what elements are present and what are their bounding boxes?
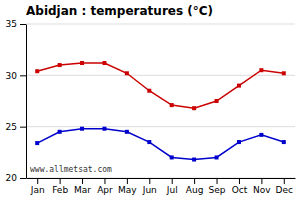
line <box>37 129 284 160</box>
marker <box>215 155 219 159</box>
tick-label: 35 <box>6 19 17 29</box>
y-axis: 20 25 30 35 <box>6 19 27 183</box>
marker <box>80 127 84 131</box>
annotation: www.allmetsat.com <box>30 165 112 174</box>
marker <box>259 133 263 137</box>
series <box>35 61 286 110</box>
tick-mark <box>82 178 83 184</box>
grid-line <box>26 178 295 179</box>
marker <box>192 158 196 162</box>
tick: Oct <box>232 178 248 195</box>
tick: Jun <box>142 178 157 195</box>
tick-mark <box>104 178 105 184</box>
marker <box>259 68 263 72</box>
tick-label: Nov <box>253 185 271 195</box>
annotation-background <box>29 164 113 175</box>
marker <box>58 130 62 134</box>
marker <box>147 89 151 93</box>
marker <box>102 61 106 65</box>
tick: Aug <box>186 178 204 195</box>
tick: 25 <box>6 122 26 132</box>
tick-mark <box>20 127 26 128</box>
tick-mark <box>149 178 150 184</box>
tick: Jan <box>30 178 45 195</box>
tick-mark <box>20 178 26 179</box>
tick-label: Sep <box>209 185 226 195</box>
marker <box>192 106 196 110</box>
tick: May <box>118 178 137 195</box>
tick-mark <box>172 178 173 184</box>
marker <box>170 103 174 107</box>
tick-mark <box>60 178 61 184</box>
marker <box>237 84 241 88</box>
tick-label: Jan <box>30 185 45 195</box>
marker <box>80 61 84 65</box>
series <box>35 127 286 162</box>
tick-label: Feb <box>52 185 68 195</box>
marker <box>170 155 174 159</box>
axis-line <box>26 25 27 179</box>
marker <box>35 69 39 73</box>
marker <box>215 99 219 103</box>
tick-label: Aug <box>186 185 204 195</box>
tick-mark <box>284 178 285 184</box>
marks <box>35 61 286 162</box>
tick: Sep <box>209 178 226 195</box>
tick: Mar <box>74 178 91 195</box>
axis-line <box>27 178 296 179</box>
plot: Jan Feb Mar Apr May Jun Jul Aug Sep Oct Nov Dec 20 25… <box>6 19 296 195</box>
tick: Nov <box>253 178 271 195</box>
tick-label: Dec <box>276 185 293 195</box>
annotation-group: www.allmetsat.com <box>29 164 113 175</box>
marker <box>125 130 129 134</box>
tick-label: Mar <box>74 185 91 195</box>
marker <box>282 140 286 144</box>
tick-mark <box>20 24 26 25</box>
marker <box>147 140 151 144</box>
tick-mark <box>239 178 240 184</box>
tick-label: 25 <box>6 122 17 132</box>
tick: 20 <box>6 173 26 183</box>
marker <box>58 63 62 67</box>
tick-label: May <box>118 185 137 195</box>
tick-mark <box>194 178 195 184</box>
x-axis: Jan Feb Mar Apr May Jun Jul Aug Sep Oct Nov Dec <box>27 178 296 195</box>
line <box>37 63 284 108</box>
title: Abidjan : temperatures (°C) <box>26 4 213 18</box>
tick-label: 20 <box>6 173 18 183</box>
tick-mark <box>127 178 128 184</box>
tick-label: Oct <box>232 185 248 195</box>
tick-label: Apr <box>97 185 113 195</box>
tick-mark <box>20 75 26 76</box>
chart: Jan Feb Mar Apr May Jun Jul Aug Sep Oct Nov Dec 20 25… <box>0 0 305 200</box>
marker <box>237 140 241 144</box>
marker <box>125 71 129 75</box>
tick-mark <box>217 178 218 184</box>
tick-label: Jun <box>142 185 157 195</box>
tick-label: Jul <box>166 185 178 195</box>
tick-mark <box>37 178 38 184</box>
tick-label: 30 <box>6 71 18 81</box>
tick-mark <box>261 178 262 184</box>
tick: 30 <box>6 71 26 81</box>
grid-line <box>26 24 295 25</box>
tick: 35 <box>6 19 26 29</box>
marker <box>35 141 39 145</box>
tick: Apr <box>97 178 113 195</box>
tick: Dec <box>276 178 293 195</box>
marker <box>102 127 106 131</box>
grid <box>26 24 295 178</box>
marker <box>282 71 286 75</box>
tick: Feb <box>52 178 68 195</box>
grid-line <box>26 126 295 127</box>
tick: Jul <box>166 178 178 195</box>
